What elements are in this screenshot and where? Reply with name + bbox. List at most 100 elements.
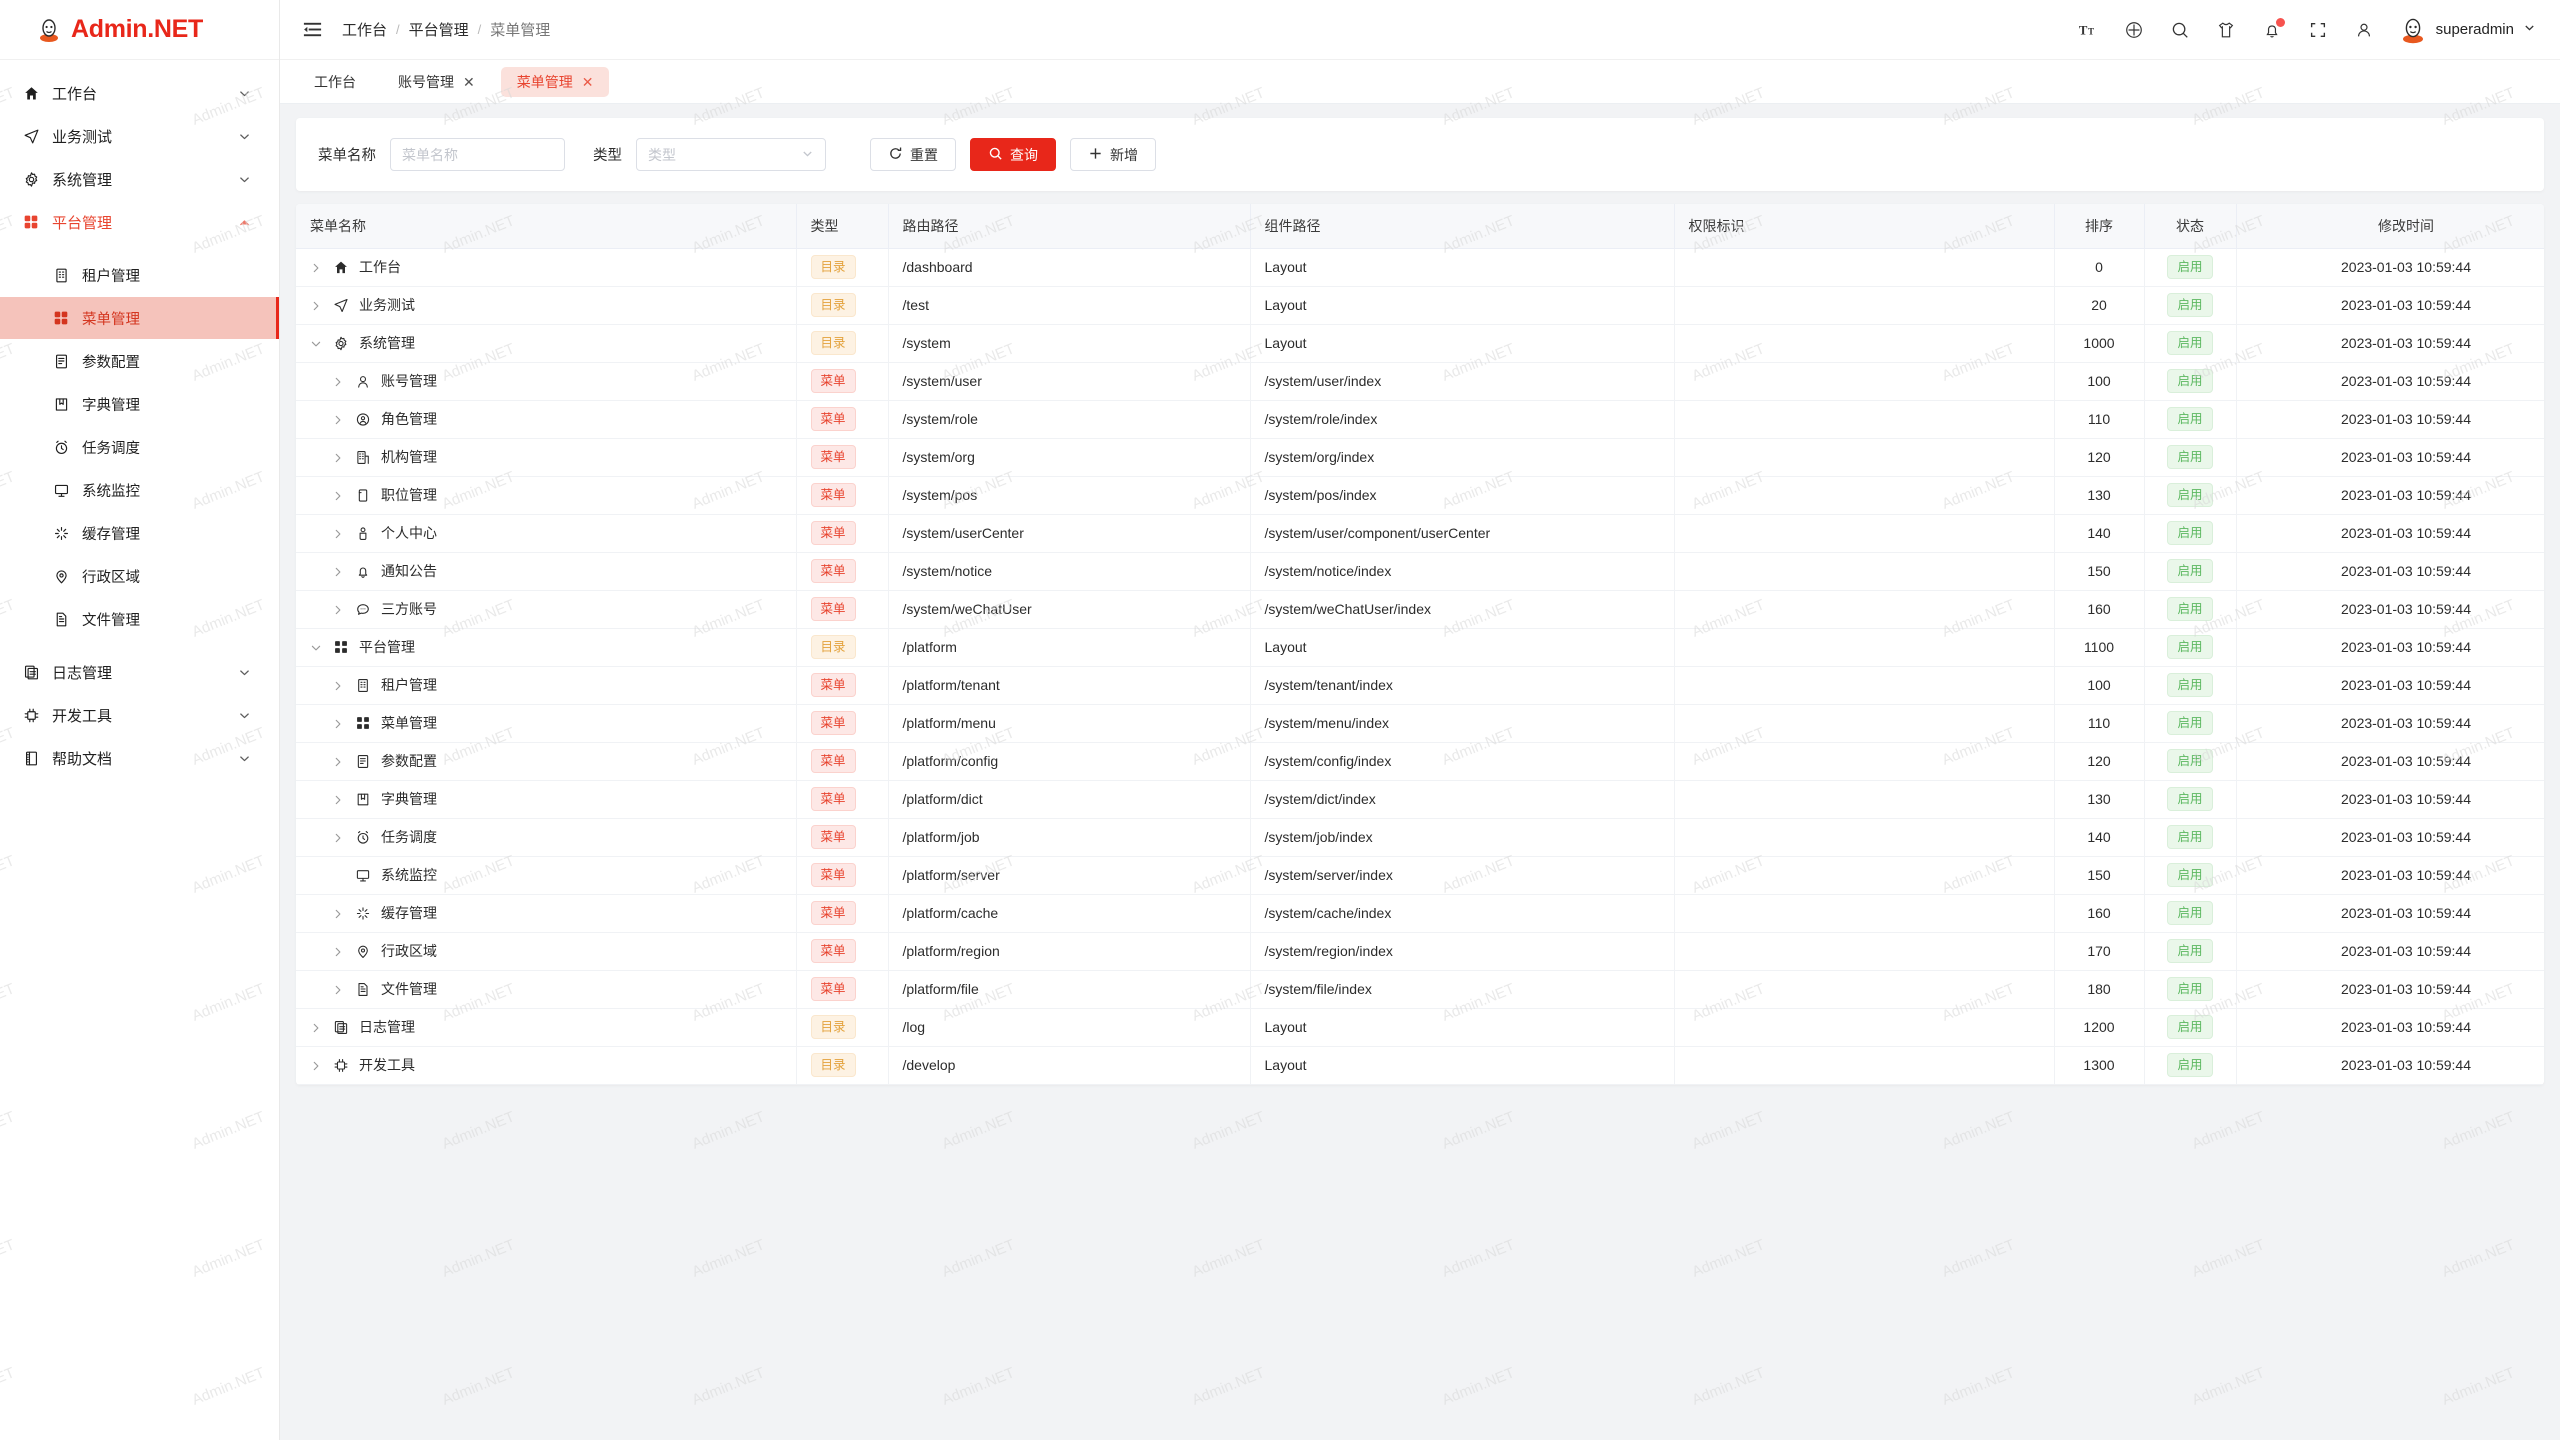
chevron-right-icon[interactable] [332,679,345,692]
table-row[interactable]: 账号管理 菜单/system/user/system/user/index 100… [296,362,2544,401]
query-button[interactable]: 查询 [970,138,1056,171]
chevron-down-icon[interactable] [238,173,251,186]
table-row[interactable]: 日志管理 目录/log Layout 1200 启用 2023-01-03 10:59:… [296,1008,2544,1047]
component-path: /system/file/index [1250,970,1675,1009]
chevron-right-icon[interactable] [310,261,323,274]
tab-1[interactable]: 账号管理 ✕ [382,67,491,97]
tab-0[interactable]: 工作台 [298,67,372,97]
chevron-right-icon[interactable] [332,983,345,996]
table-row[interactable]: 职位管理 菜单/system/pos/system/pos/index 130 启用… [296,476,2544,515]
sidebar-item-12[interactable]: 文件管理 [0,598,279,640]
table-row[interactable]: 任务调度 菜单/platform/job/system/job/index 140… [296,818,2544,857]
chevron-right-icon[interactable] [332,375,345,388]
table-row[interactable]: 角色管理 菜单/system/role/system/role/index 110… [296,400,2544,439]
chevron-right-icon[interactable] [332,413,345,426]
sidebar-item-4[interactable]: 租户管理 [0,254,279,296]
search-icon[interactable] [2169,19,2191,41]
menu-collapse-icon[interactable] [302,19,324,41]
sidebar-item-10[interactable]: 缓存管理 [0,512,279,554]
breadcrumb-item-1[interactable]: 平台管理 [408,22,469,39]
chevron-right-icon[interactable] [332,945,345,958]
sidebar-item-2[interactable]: 系统管理 [0,158,279,200]
table-row[interactable]: 三方账号 菜单/system/weChatUser/system/weChatU… [296,590,2544,629]
type-badge: 目录 [810,293,856,317]
chevron-right-icon[interactable] [332,565,345,578]
user-menu[interactable]: superadmin [2399,16,2536,44]
table-row[interactable]: 个人中心 菜单/system/userCenter/system/user/co… [296,514,2544,553]
table-row[interactable]: 机构管理 菜单/system/org/system/org/index 120 启用… [296,438,2544,477]
sidebar-item-8[interactable]: 任务调度 [0,426,279,468]
chevron-right-icon[interactable] [332,831,345,844]
table-row[interactable]: 缓存管理 菜单/platform/cache/system/cache/inde… [296,894,2544,933]
table-row[interactable]: 字典管理 菜单/platform/dict/system/dict/index 1… [296,780,2544,819]
brand-logo[interactable]: Admin.NET [0,0,279,60]
chevron-down-icon[interactable] [238,130,251,143]
table-row[interactable]: 系统监控 菜单/platform/server/system/server/in… [296,856,2544,895]
sidebar-item-14[interactable]: 开发工具 [0,694,279,736]
table-row[interactable]: 文件管理 菜单/platform/file/system/file/index 1… [296,970,2544,1009]
sidebar-item-1[interactable]: 业务测试 [0,115,279,157]
row-name: 职位管理 [381,487,437,503]
chevron-down-icon[interactable] [310,337,323,350]
sidebar-item-0[interactable]: 工作台 [0,72,279,114]
close-icon[interactable]: ✕ [463,73,475,90]
chevron-down-icon[interactable] [238,709,251,722]
tab-label: 工作台 [314,73,356,90]
table-row[interactable]: 参数配置 菜单/platform/config/system/config/in… [296,742,2544,781]
menu-name-input[interactable] [390,138,565,171]
sidebar-item-7[interactable]: 字典管理 [0,383,279,425]
chevron-right-icon[interactable] [332,451,345,464]
chevron-right-icon[interactable] [310,299,323,312]
tab-2[interactable]: 菜单管理 ✕ [500,66,610,97]
sort-order: 160 [2054,590,2145,629]
table-row[interactable]: 通知公告 菜单/system/notice/system/notice/inde… [296,552,2544,591]
chevron-right-icon[interactable] [332,603,345,616]
user-account-icon[interactable] [2353,19,2375,41]
add-button[interactable]: 新增 [1070,138,1156,171]
chevron-right-icon[interactable] [332,793,345,806]
table-row[interactable]: 租户管理 菜单/platform/tenant/system/tenant/in… [296,666,2544,705]
sidebar-item-13[interactable]: 日志管理 [0,651,279,693]
theme-shirt-icon[interactable] [2215,19,2237,41]
chevron-up-icon[interactable] [238,216,251,229]
table-row[interactable]: 系统管理 目录/system Layout 1000 启用 2023-01-03 10:… [296,324,2544,363]
sidebar-item-3[interactable]: 平台管理 [0,201,279,243]
modify-time: 2023-01-03 10:59:44 [2236,1008,2544,1047]
globe-language-icon[interactable] [2123,19,2145,41]
chevron-right-icon[interactable] [332,527,345,540]
chevron-right-icon[interactable] [332,717,345,730]
font-size-icon[interactable]: T T [2077,19,2099,41]
chevron-right-icon[interactable] [332,755,345,768]
col-header-1: 类型 [796,204,889,249]
type-badge: 菜单 [810,369,856,393]
sidebar-item-15[interactable]: 帮助文档 [0,737,279,779]
table-row[interactable]: 业务测试 目录/test Layout 20 启用 2023-01-03 10:59:4… [296,286,2544,325]
sidebar-item-6[interactable]: 参数配置 [0,340,279,382]
chevron-right-icon[interactable] [310,1059,323,1072]
chevron-down-icon[interactable] [238,752,251,765]
table-row[interactable]: 菜单管理 菜单/platform/menu/system/menu/index 1… [296,704,2544,743]
chevron-down-icon[interactable] [238,666,251,679]
sidebar-item-9[interactable]: 系统监控 [0,469,279,511]
fullscreen-icon[interactable] [2307,19,2329,41]
modify-time: 2023-01-03 10:59:44 [2236,248,2544,287]
row-name: 任务调度 [381,829,437,845]
chevron-down-icon[interactable] [238,87,251,100]
table-row[interactable]: 开发工具 目录/develop Layout 1300 启用 2023-01-03 10… [296,1046,2544,1085]
chevron-right-icon[interactable] [332,489,345,502]
chevron-down-icon[interactable] [310,641,323,654]
table-row[interactable]: 行政区域 菜单/platform/region/system/region/in… [296,932,2544,971]
chevron-right-icon[interactable] [310,1021,323,1034]
bell-notification-icon[interactable] [2261,17,2285,41]
breadcrumb-item-2[interactable]: 菜单管理 [490,22,551,39]
reset-button[interactable]: 重置 [870,138,956,171]
breadcrumb-item-0[interactable]: 工作台 [342,22,388,39]
chip-icon [333,1057,349,1073]
table-row[interactable]: 平台管理 目录/platform Layout 1100 启用 2023-01-03 1… [296,628,2544,667]
type-select[interactable]: 类型 [636,138,826,171]
table-row[interactable]: 工作台 目录/dashboard Layout 0 启用 2023-01-03 10:5… [296,248,2544,287]
chevron-right-icon[interactable] [332,907,345,920]
sidebar-item-5[interactable]: 菜单管理 [0,297,279,339]
close-icon[interactable]: ✕ [581,73,594,90]
sidebar-item-11[interactable]: 行政区域 [0,555,279,597]
